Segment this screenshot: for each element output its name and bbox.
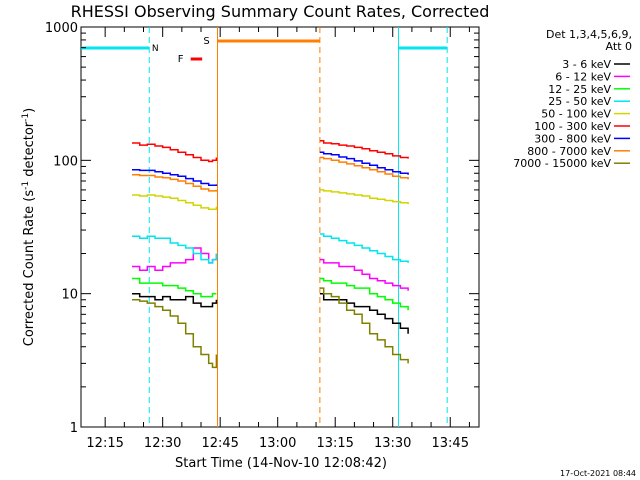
series-line xyxy=(132,299,218,369)
y-tick-label: 1 xyxy=(70,421,78,436)
legend-entry-label: 800 - 7000 keV xyxy=(527,145,611,158)
series-line xyxy=(319,292,409,334)
series-line xyxy=(132,194,218,210)
legend-entry-label: 12 - 25 keV xyxy=(548,83,611,96)
x-tick-label: 12:30 xyxy=(144,436,181,451)
saa-flag-label: S xyxy=(203,36,209,47)
series-line xyxy=(132,142,218,163)
legend-entry-label: 7000 - 15000 keV xyxy=(513,157,611,170)
legend-entry-label: 25 - 50 keV xyxy=(548,95,611,108)
legend-entry-label: 100 - 300 keV xyxy=(534,120,611,133)
plot-frame xyxy=(80,26,480,428)
y-tick-label: 1000 xyxy=(45,21,78,36)
footer-timestamp: 17-Oct-2021 08:44 xyxy=(560,469,636,478)
plot-area: N S F 1 10 100 1000 12:15 12:30 12:45 13:00 13:15 13… xyxy=(45,21,480,451)
legend-entry-label: 3 - 6 keV xyxy=(562,58,611,71)
x-tick-label: 12:45 xyxy=(201,436,238,451)
series-line xyxy=(319,140,409,159)
y-tick-label: 100 xyxy=(53,154,78,169)
legend-header: Det 1,3,4,5,6,9, xyxy=(546,28,632,41)
series-line xyxy=(132,173,218,192)
series-line xyxy=(319,156,409,180)
x-tick-label: 13:00 xyxy=(259,436,296,451)
x-tick-label: 13:15 xyxy=(316,436,353,451)
chart-title: RHESSI Observing Summary Count Rates, Co… xyxy=(71,2,490,21)
legend-entry-label: 6 - 12 keV xyxy=(555,70,611,83)
y-axis-label: Corrected Count Rate (s-1 detector-1) xyxy=(21,108,37,346)
y-tick-label: 10 xyxy=(61,288,78,303)
flare-flag-label: F xyxy=(178,54,184,65)
legend-header: Att 0 xyxy=(606,40,632,53)
legend-entry-label: 50 - 100 keV xyxy=(541,108,611,121)
series-line xyxy=(132,277,217,298)
series-line xyxy=(132,168,218,187)
x-tick-label: 12:15 xyxy=(86,436,123,451)
series-line xyxy=(319,258,409,291)
series-line xyxy=(319,151,409,175)
x-tick-label: 13:30 xyxy=(374,436,411,451)
series-line xyxy=(319,277,409,311)
series-line xyxy=(319,233,409,263)
series-line xyxy=(319,189,409,205)
x-axis-label: Start Time (14-Nov-10 12:08:42) xyxy=(175,456,387,471)
series-line xyxy=(319,287,409,364)
series-line xyxy=(132,292,218,308)
x-tick-label: 13:45 xyxy=(432,436,469,451)
series-line xyxy=(132,235,218,264)
legend-entry-label: 300 - 800 keV xyxy=(534,132,611,145)
night-flag-label: N xyxy=(152,44,159,54)
